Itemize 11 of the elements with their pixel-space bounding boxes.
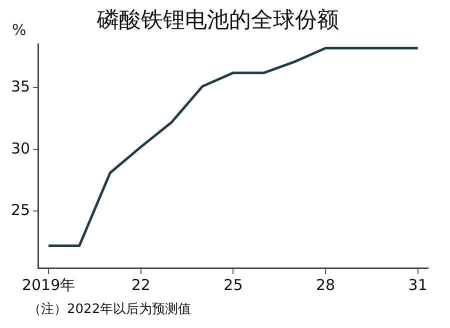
y-tick-label: 30 (10, 139, 30, 158)
text: （注）2022年以后为预测值 (27, 301, 192, 318)
x-tick-label: 25 (224, 276, 243, 294)
x-tick-label: 2019年 (22, 276, 76, 294)
y-axis-title: % (12, 20, 26, 39)
chart-title: 磷酸铁锂电池的全球份额 (96, 8, 339, 33)
y-tick-label: 25 (10, 201, 30, 220)
x-tick-label: 28 (316, 276, 336, 294)
x-tick-label: 31 (408, 276, 428, 294)
x-tick-label: 22 (131, 276, 150, 294)
y-tick-label: 35 (10, 78, 30, 96)
